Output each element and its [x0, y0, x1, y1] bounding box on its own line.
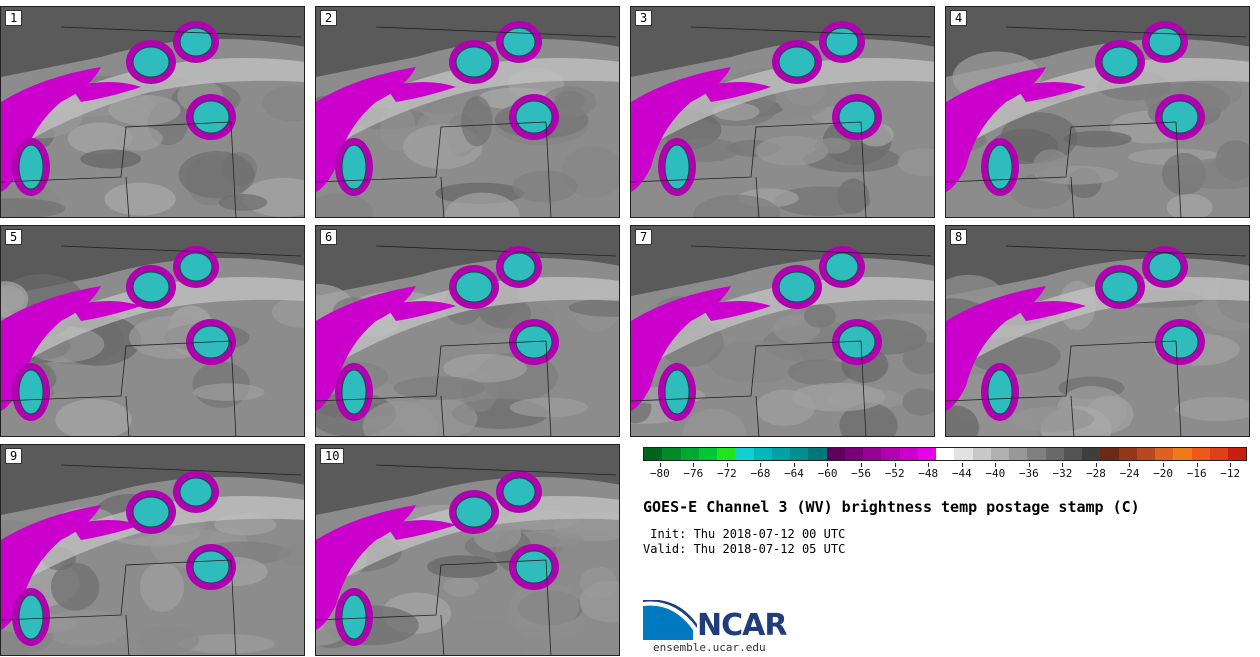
colorbar-segment	[753, 448, 772, 460]
panel-6: 6	[315, 225, 620, 437]
panel-8: 8	[945, 225, 1250, 437]
panel-4: 4	[945, 6, 1250, 218]
colorbar-segment	[1118, 448, 1137, 460]
panel-number: 3	[635, 10, 653, 26]
colorbar-tick-label: −64	[784, 463, 804, 480]
colorbar-segment	[881, 448, 900, 460]
colorbar-tick-label: −68	[751, 463, 770, 480]
colorbar-segment	[1045, 448, 1064, 460]
colorbar-segment	[1009, 448, 1028, 460]
colorbar-tick-label: −12	[1220, 463, 1240, 480]
colorbar-segment	[808, 448, 827, 460]
water-vapor-imagery	[631, 7, 934, 217]
colorbar-tick-label: −48	[918, 463, 938, 480]
colorbar-segment	[1228, 448, 1247, 460]
panel-number: 6	[320, 229, 338, 245]
colorbar-tick-label: −80	[650, 463, 670, 480]
colorbar-segment	[826, 448, 845, 460]
panel-5: 5	[0, 225, 305, 437]
colorbar-segment	[990, 448, 1009, 460]
panel-number: 10	[320, 448, 345, 464]
colorbar-segment	[1136, 448, 1155, 460]
panel-9: 9	[0, 444, 305, 656]
water-vapor-imagery	[946, 7, 1249, 217]
colorbar-tick-label: −60	[818, 463, 837, 480]
colorbar-segment	[680, 448, 699, 460]
colorbar-segment	[917, 448, 936, 460]
panel-number: 7	[635, 229, 653, 245]
ncar-logo-text: NCAR	[697, 608, 787, 643]
colorbar-segment	[717, 448, 736, 460]
panel-number: 5	[5, 229, 23, 245]
colorbar-tick-label: −20	[1153, 463, 1173, 480]
colorbar-segment	[1082, 448, 1101, 460]
colorbar-tick-label: −32	[1053, 463, 1072, 480]
ncar-swoosh-icon	[643, 599, 697, 640]
colorbar-segment	[771, 448, 790, 460]
panel-3: 3	[630, 6, 935, 218]
colorbar-tick-label: −52	[885, 463, 905, 480]
colorbar-segment	[698, 448, 717, 460]
colorbar-tick-label: −28	[1086, 463, 1106, 480]
colorbar-segment	[1063, 448, 1082, 460]
panel-number: 1	[5, 10, 23, 26]
colorbar-segment	[954, 448, 973, 460]
water-vapor-imagery	[1, 445, 304, 655]
colorbar-segment	[844, 448, 863, 460]
panel-number: 2	[320, 10, 338, 26]
colorbar-segment	[936, 448, 955, 460]
colorbar-segment	[735, 448, 754, 460]
colorbar-tick-label: −16	[1187, 463, 1207, 480]
colorbar-segment	[1191, 448, 1210, 460]
chart-title: GOES-E Channel 3 (WV) brightness temp po…	[643, 498, 1140, 516]
colorbar-segment	[1155, 448, 1174, 460]
water-vapor-imagery	[1, 7, 304, 217]
colorbar-segment	[1027, 448, 1046, 460]
colorbar-segment	[790, 448, 809, 460]
panel-number: 9	[5, 448, 23, 464]
init-time: Init: Thu 2018-07-12 00 UTC	[643, 527, 846, 541]
panel-number: 4	[950, 10, 968, 26]
colorbar	[643, 447, 1247, 461]
panel-number: 8	[950, 229, 968, 245]
colorbar-segment	[1173, 448, 1192, 460]
colorbar-segment	[1100, 448, 1119, 460]
colorbar-segment	[644, 448, 663, 460]
colorbar-tick-label: −56	[851, 463, 871, 480]
water-vapor-imagery	[316, 7, 619, 217]
colorbar-segment	[1209, 448, 1228, 460]
colorbar-segment	[863, 448, 882, 460]
colorbar-tick-label: −24	[1120, 463, 1139, 480]
panel-10: 10	[315, 444, 620, 656]
colorbar-ticks: −80 −76 −72 −68 −64 −60 −56 −52 −48 −44 −40 −36 −32−…	[643, 463, 1247, 483]
water-vapor-imagery	[316, 226, 619, 436]
valid-time: Valid: Thu 2018-07-12 05 UTC	[643, 542, 846, 556]
panel-2: 2	[315, 6, 620, 218]
water-vapor-imagery	[1, 226, 304, 436]
colorbar-tick-label: −76	[683, 463, 703, 480]
colorbar-tick-label: −36	[1019, 463, 1039, 480]
colorbar-segment	[972, 448, 991, 460]
water-vapor-imagery	[316, 445, 619, 655]
colorbar-tick-label: −40	[985, 463, 1005, 480]
colorbar-tick-label: −44	[952, 463, 972, 480]
panel-1: 1	[0, 6, 305, 218]
ncar-logo: NCAR ensemble.ucar.edu	[643, 599, 803, 656]
colorbar-segment	[899, 448, 918, 460]
water-vapor-imagery	[946, 226, 1249, 436]
colorbar-segment	[662, 448, 681, 460]
water-vapor-imagery	[631, 226, 934, 436]
panel-7: 7	[630, 225, 935, 437]
site-url: ensemble.ucar.edu	[653, 641, 766, 654]
colorbar-tick-label: −72	[717, 463, 737, 480]
